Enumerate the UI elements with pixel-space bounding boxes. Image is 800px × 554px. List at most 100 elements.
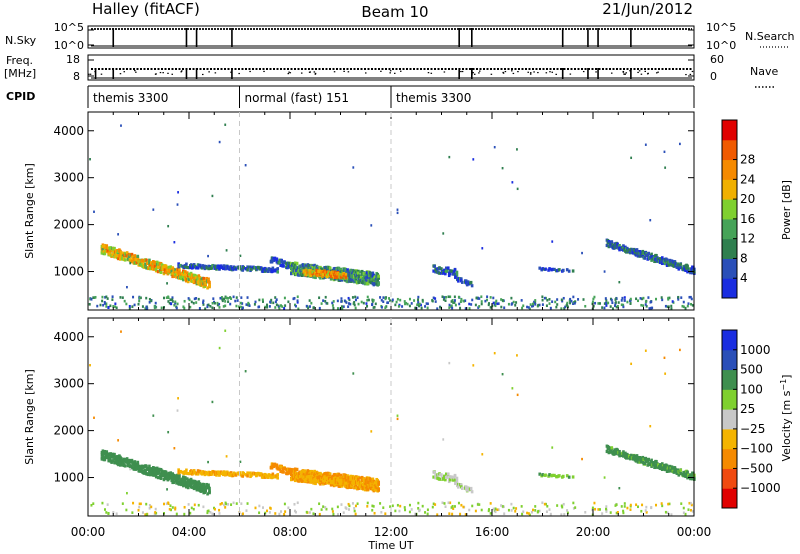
power-cell [266,303,269,307]
power-cell [374,302,377,306]
velocity-cell [572,501,575,505]
velocity-cell [362,480,366,484]
velocity-cell [357,477,360,481]
power-cell [254,300,257,304]
power-cell [167,224,170,228]
velocity-cell [307,469,311,474]
velocity-cell [331,507,334,511]
velocity-cell [450,506,453,509]
power-cell [183,272,187,277]
velocity-cell [443,474,446,478]
power-cell [622,303,625,307]
nave-point [214,72,217,74]
velocity-cell [377,480,381,484]
velocity-cell [145,502,148,506]
velocity-cell [530,510,533,514]
velocity-cell [125,508,128,512]
power-cell [167,295,170,299]
power-cell [347,302,350,305]
power-cell [344,268,347,273]
colorbar-tick-label: 28 [740,153,755,167]
velocity-cell [679,472,683,476]
power-cell [162,272,166,276]
velocity-cell [688,501,691,505]
velocity-cell [302,475,306,479]
power-cell [655,297,658,301]
velocity-cell [396,417,399,421]
velocity-cell [244,370,247,373]
nave-point [644,70,647,72]
power-cell [193,297,196,301]
power-cell [452,301,455,305]
power-cell [546,298,549,302]
velocity-cell [545,510,548,514]
power-cell [366,304,369,308]
colorbar-tick-label: 1000 [740,343,771,357]
power-cell [551,240,554,243]
power-cell [352,272,355,276]
power-cell [365,272,369,276]
velocity-cell [616,448,619,452]
power-cell [440,267,443,271]
power-cell [444,299,447,302]
power-cell [352,166,355,169]
nave-point [89,73,92,75]
power-cell [101,244,105,249]
velocity-cell [275,463,279,467]
velocity-cell [333,472,337,477]
power-cell [647,251,650,255]
velocity-cell [336,505,339,509]
power-cell [203,266,207,271]
velocity-cell [354,512,357,516]
power-cell [296,295,299,299]
power-cell [487,302,490,305]
velocity-cell [649,424,652,428]
power-axis: 1000 2000 3000 4000 [53,112,695,310]
velocity-cell [432,475,435,479]
power-cell [100,251,104,255]
velocity-cell [487,508,490,511]
velocity-cell [182,484,185,488]
power-cell [222,264,226,268]
cpid-panel: CPID themis 3300 normal (fast) 151 themis … [6,85,695,108]
velocity-cell [171,506,174,509]
power-cell [538,303,541,307]
velocity-cell [444,505,447,508]
nave-tick-bottom: 0 [710,70,717,83]
power-cell [617,301,620,304]
power-cell [371,271,375,275]
power-cell [556,303,559,306]
velocity-cell [365,484,369,488]
power-cell [620,247,623,252]
velocity-cell [266,509,269,513]
velocity-cell [431,505,434,509]
power-cell [328,266,332,270]
power-cell [204,282,207,286]
power-cell [496,302,499,306]
nave-point [313,71,316,73]
colorbar-tick-label: −500 [740,461,773,475]
power-cell [553,267,556,272]
power-cell [416,303,419,307]
velocity-cell [453,474,457,478]
velocity-cell [476,503,479,506]
velocity-cell [443,502,446,505]
velocity-cell [487,509,490,513]
power-cell [527,306,530,309]
velocity-cell [365,478,369,482]
power-cell [489,296,492,299]
nave-point [263,70,265,73]
velocity-cell [304,470,308,474]
velocity-cell [171,475,174,479]
power-cell [450,269,454,273]
power-cell [529,303,532,306]
power-cell [593,295,596,299]
power-cell [304,264,308,268]
power-cell [447,273,451,278]
velocity-cell [218,346,221,350]
power-cell [555,305,558,309]
velocity-cell [436,513,439,516]
velocity-cell [566,509,569,512]
power-cell [224,300,227,303]
velocity-cell [132,463,136,467]
